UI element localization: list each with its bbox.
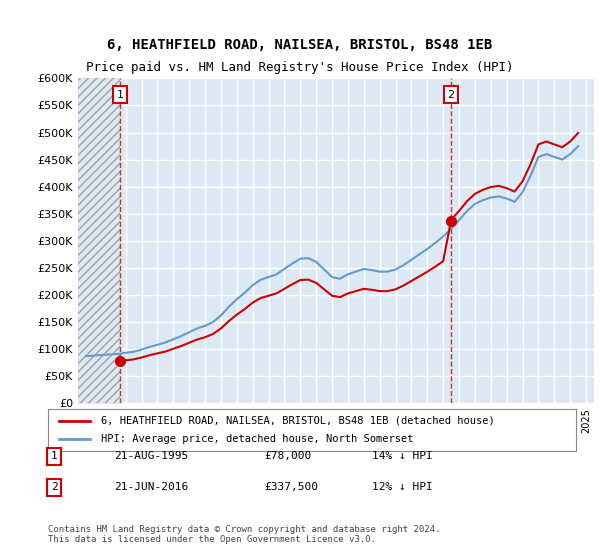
Text: 14% ↓ HPI: 14% ↓ HPI	[372, 451, 433, 461]
Text: 2: 2	[50, 482, 58, 492]
Text: 21-JUN-2016: 21-JUN-2016	[114, 482, 188, 492]
Text: 2: 2	[447, 90, 454, 100]
Text: £337,500: £337,500	[264, 482, 318, 492]
Text: 6, HEATHFIELD ROAD, NAILSEA, BRISTOL, BS48 1EB: 6, HEATHFIELD ROAD, NAILSEA, BRISTOL, BS…	[107, 38, 493, 52]
Text: 12% ↓ HPI: 12% ↓ HPI	[372, 482, 433, 492]
Text: HPI: Average price, detached house, North Somerset: HPI: Average price, detached house, Nort…	[101, 434, 413, 444]
Text: 21-AUG-1995: 21-AUG-1995	[114, 451, 188, 461]
Text: 1: 1	[116, 90, 124, 100]
Text: Price paid vs. HM Land Registry's House Price Index (HPI): Price paid vs. HM Land Registry's House …	[86, 60, 514, 74]
Bar	[78, 78, 120, 403]
Text: 1: 1	[50, 451, 58, 461]
Text: £78,000: £78,000	[264, 451, 311, 461]
Text: Contains HM Land Registry data © Crown copyright and database right 2024.
This d: Contains HM Land Registry data © Crown c…	[48, 525, 440, 544]
Text: 6, HEATHFIELD ROAD, NAILSEA, BRISTOL, BS48 1EB (detached house): 6, HEATHFIELD ROAD, NAILSEA, BRISTOL, BS…	[101, 416, 494, 426]
